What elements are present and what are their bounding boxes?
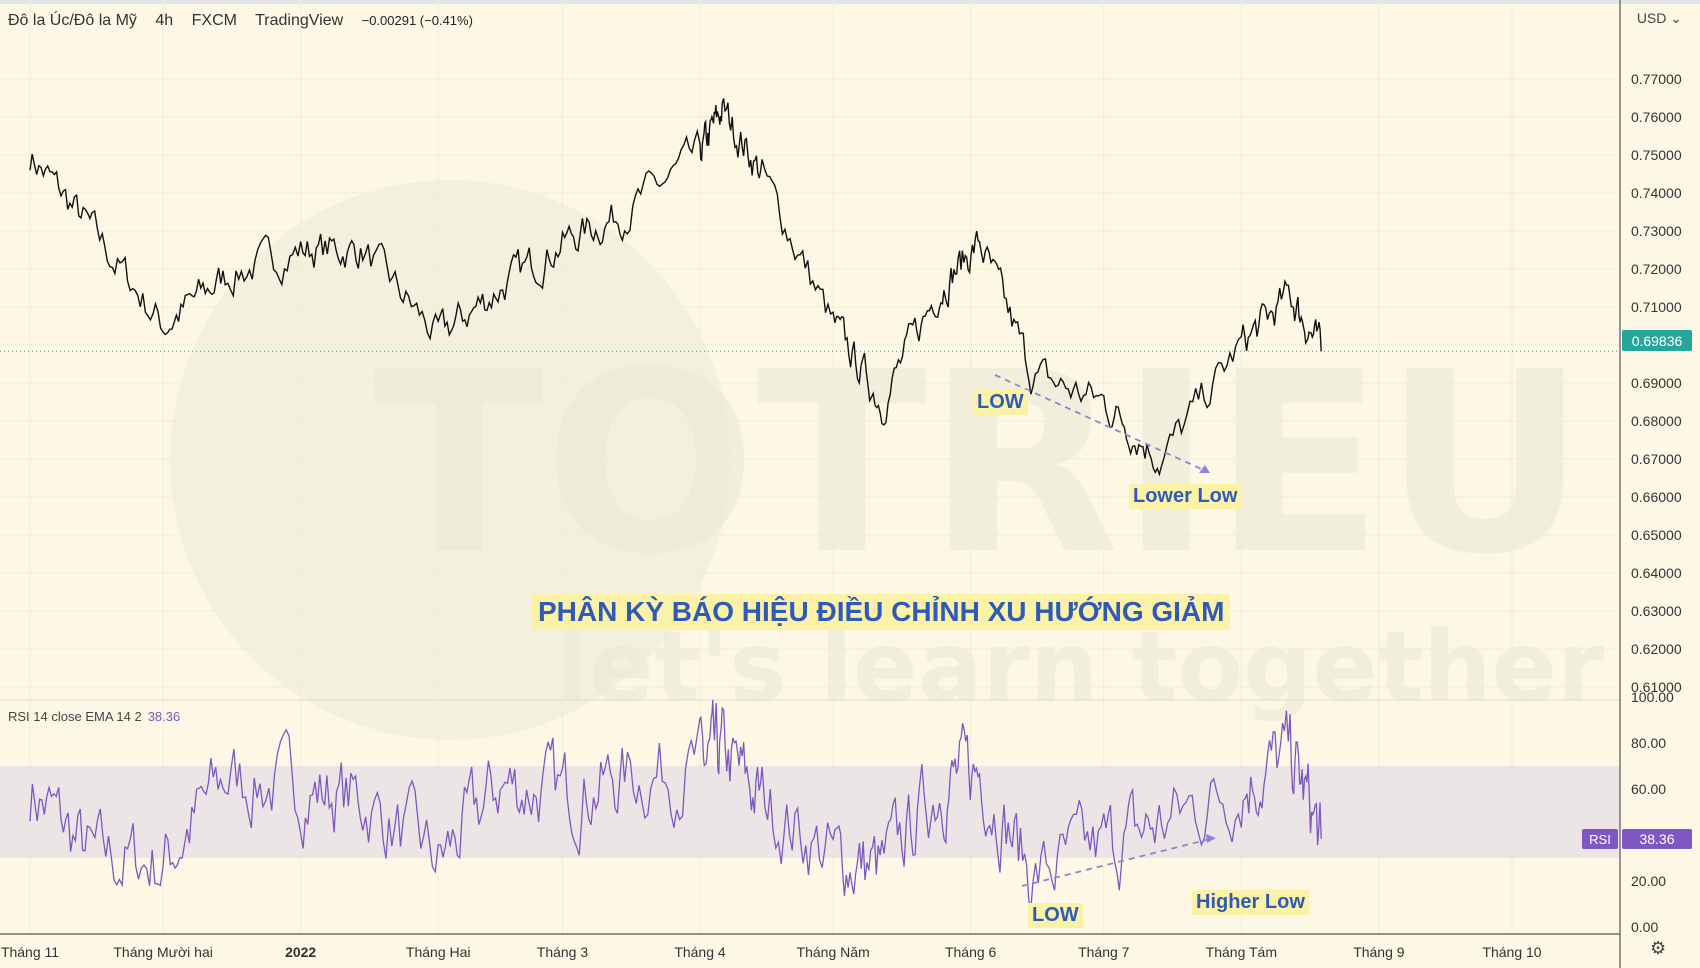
- rsi-tick-label: 20.00: [1631, 873, 1666, 889]
- rsi-tick-label: 60.00: [1631, 781, 1666, 797]
- price-tick-label: 0.69000: [1631, 375, 1682, 391]
- low-rsi-annotation: LOW: [1028, 903, 1083, 928]
- x-axis-labels: Tháng 11 Tháng Mười hai 2022 Tháng Hai Tháng…: [1, 944, 1542, 960]
- price-tick-label: 0.74000: [1631, 185, 1682, 201]
- rsi-badge-value: 38.36: [1639, 831, 1674, 847]
- rsi-header-value: 38.36: [147, 709, 181, 724]
- currency-selector[interactable]: USD ⌄: [1637, 10, 1682, 27]
- price-tick-label: 0.64000: [1631, 565, 1682, 581]
- chevron-down-icon: ⌄: [1670, 10, 1682, 26]
- rsi-header: RSI 14 close EMA 14 2 38.36: [8, 709, 180, 724]
- source: TradingView: [255, 12, 344, 29]
- last-price-badge: 0.69836: [1622, 330, 1692, 351]
- rsi-tick-label: 80.00: [1631, 735, 1666, 751]
- x-tick-label: Tháng 3: [537, 944, 589, 960]
- x-tick-label: Tháng 11: [1, 944, 59, 960]
- rsi-axis-labels: 100.00 80.00 60.00 20.00 0.00: [1631, 689, 1674, 935]
- exchange: FXCM: [191, 12, 237, 29]
- interval[interactable]: 4h: [155, 12, 174, 29]
- low-price-annotation: LOW: [973, 390, 1028, 415]
- price-divergence-arrowhead: [1199, 465, 1210, 473]
- price-tick-label: 0.66000: [1631, 489, 1682, 505]
- price-tick-label: 0.63000: [1631, 603, 1682, 619]
- price-line: [29, 98, 1322, 477]
- currency-label: USD: [1636, 10, 1667, 26]
- higher-low-annotation: Higher Low: [1192, 890, 1309, 915]
- rsi-badge-label: RSI: [1589, 832, 1611, 847]
- price-tick-label: 0.62000: [1631, 641, 1682, 657]
- x-tick-label: Tháng 10: [1482, 944, 1541, 960]
- rsi-badge: RSI 38.36: [1582, 829, 1692, 849]
- price-tick-label: 0.67000: [1631, 451, 1682, 467]
- gear-icon[interactable]: ⚙: [1650, 938, 1667, 958]
- x-tick-label: Tháng 4: [674, 944, 726, 960]
- price-tick-label: 0.61000: [1631, 679, 1682, 695]
- watermark: TOTRIEU let's learn together: [170, 180, 1605, 740]
- x-tick-label: Tháng 9: [1353, 944, 1405, 960]
- price-tick-label: 0.76000: [1631, 109, 1682, 125]
- x-tick-label: Tháng Tám: [1206, 944, 1277, 960]
- price-change: −0.00291 (−0.41%): [361, 13, 473, 28]
- price-tick-label: 0.68000: [1631, 413, 1682, 429]
- price-tick-label: 0.77000: [1631, 71, 1682, 87]
- top-border: [0, 0, 1700, 4]
- rsi-header-label: RSI 14 close EMA 14 2: [8, 709, 142, 724]
- chart-title-annotation: PHÂN KỲ BÁO HIỆU ĐIỀU CHỈNH XU HƯỚNG GIẢ…: [532, 594, 1231, 630]
- last-price-value: 0.69836: [1632, 333, 1683, 349]
- price-axis-labels: 0.77000 0.76000 0.75000 0.74000 0.73000 0.720…: [1631, 71, 1682, 695]
- symbol-name[interactable]: Đô la Úc/Đô la Mỹ: [8, 12, 137, 29]
- price-tick-label: 0.65000: [1631, 527, 1682, 543]
- x-tick-label: Tháng Mười hai: [113, 944, 212, 960]
- rsi-line: [29, 699, 1322, 912]
- rsi-tick-label: 100.00: [1631, 689, 1674, 705]
- x-tick-label: 2022: [285, 944, 316, 960]
- rsi-divergence-arrowhead: [1206, 834, 1216, 843]
- price-tick-label: 0.72000: [1631, 261, 1682, 277]
- chart-header: Đô la Úc/Đô la Mỹ 4h FXCM TradingView −0…: [8, 12, 487, 30]
- rsi-tick-label: 0.00: [1631, 919, 1658, 935]
- price-tick-label: 0.73000: [1631, 223, 1682, 239]
- x-tick-label: Tháng 6: [945, 944, 997, 960]
- rsi-band: [0, 766, 1620, 858]
- price-tick-label: 0.75000: [1631, 147, 1682, 163]
- watermark-brand: TOTRIEU: [374, 318, 1587, 609]
- price-tick-label: 0.71000: [1631, 299, 1682, 315]
- x-tick-label: Tháng Năm: [797, 944, 870, 960]
- x-tick-label: Tháng Hai: [406, 944, 471, 960]
- x-tick-label: Tháng 7: [1078, 944, 1130, 960]
- lower-low-annotation: Lower Low: [1129, 484, 1242, 509]
